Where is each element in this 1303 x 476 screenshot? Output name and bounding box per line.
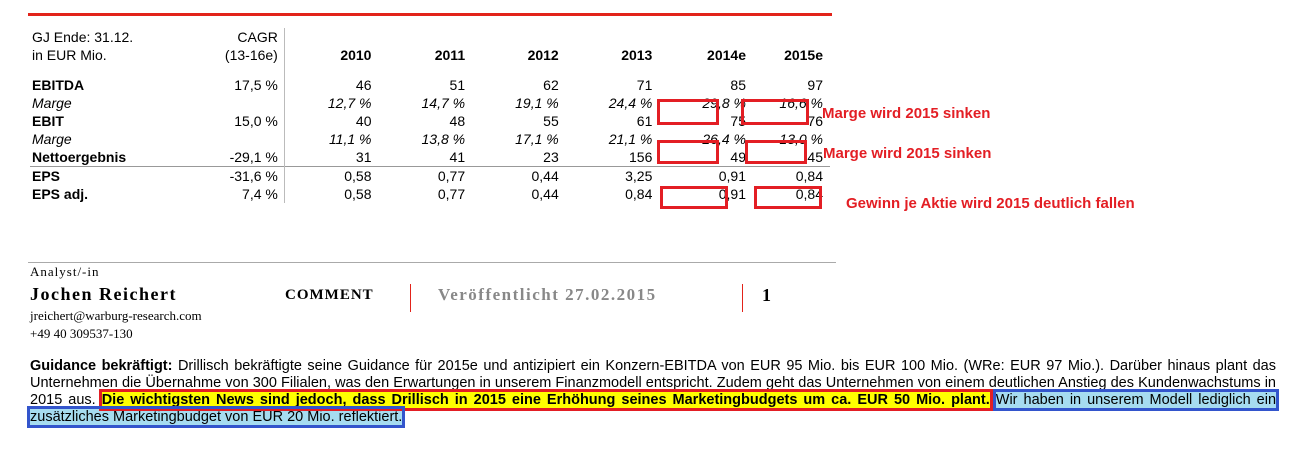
paragraph-lead: Guidance bekräftigt: (30, 358, 173, 374)
value-cell: 40 (355, 113, 372, 129)
value-cell: 11,1 % (328, 131, 372, 147)
value-cell: 13,8 % (421, 131, 466, 147)
value-cell: 97 (807, 77, 823, 93)
value-cell: 41 (449, 149, 466, 165)
table-row: EBIT 15,0 % 40 48 55 61 75 76 (30, 112, 830, 130)
value-cell: 0,44 (472, 166, 566, 185)
annotation-box-eps-2015 (754, 186, 822, 209)
annotation-box-ebit-marge-2015 (745, 140, 807, 164)
row-label: EBITDA (32, 77, 85, 93)
divider (410, 284, 411, 312)
header-label-fiscal-year: GJ Ende: 31.12. (32, 29, 134, 45)
page-number: 1 (762, 285, 771, 305)
financials-table: GJ Ende: 31.12. CAGR in EUR Mio. (13-16e… (30, 28, 830, 203)
value-cell: 55 (543, 113, 559, 129)
value-cell: 51 (449, 77, 466, 93)
value-cell: 17,1 % (515, 131, 559, 147)
year-header: 2014e (707, 47, 746, 63)
cagr-cell (187, 130, 285, 148)
value-cell: 24,4 % (608, 95, 653, 111)
value-cell: 13,0 % (779, 131, 823, 147)
cagr-cell: 17,5 % (187, 76, 285, 94)
year-header: 2013 (621, 47, 653, 63)
year-header: 2011 (434, 47, 466, 63)
annotation-note: Marge wird 2015 sinken (822, 105, 991, 122)
table-row: Marge 11,1 % 13,8 % 17,1 % 21,1 % 26,4 %… (30, 130, 830, 148)
year-header: 2015e (784, 47, 823, 63)
value-cell: 49 (730, 149, 746, 165)
table-row: Nettoergebnis -29,1 % 31 41 23 156 49 45 (30, 148, 830, 167)
value-cell: 21,1 % (608, 131, 653, 147)
value-cell: 76 (807, 113, 823, 129)
top-rule (28, 13, 832, 16)
annotation-box-eps-2014 (660, 186, 728, 209)
table-row: EPS -31,6 % 0,58 0,77 0,44 3,25 0,91 0,8… (30, 166, 830, 185)
value-cell: 71 (636, 77, 653, 93)
value-cell: 3,25 (565, 166, 660, 185)
analyst-email: jreichert@warburg-research.com (30, 308, 202, 323)
year-header: 2010 (340, 47, 372, 63)
cagr-cell (187, 94, 285, 112)
highlight-yellow: Die wichtigsten News sind jedoch, dass D… (98, 389, 993, 411)
paragraph-text: Drillisch bekräftigte seine Guidance für… (30, 358, 1276, 408)
value-cell: 0,91 (659, 166, 753, 185)
row-label: EPS (30, 166, 188, 185)
value-cell: 0,77 (378, 166, 473, 185)
value-cell: 26,4 % (702, 131, 746, 147)
value-cell: 156 (629, 149, 653, 165)
value-cell: 23 (543, 149, 559, 165)
value-cell: 0,58 (284, 166, 379, 185)
header-cagr: CAGR (187, 28, 285, 46)
row-label: Nettoergebnis (32, 149, 127, 165)
annotation-box-marge-2015 (741, 99, 809, 125)
header-cagr-period: (13-16e) (187, 46, 285, 64)
row-label: EPS adj. (32, 186, 89, 202)
value-cell: 0,84 (795, 186, 823, 202)
header-label-unit: in EUR Mio. (32, 47, 107, 63)
analyst-label: Analyst/-in (30, 264, 100, 279)
value-cell: 45 (807, 149, 823, 165)
table-row: EPS adj. 7,4 % 0,58 0,77 0,44 0,84 0,91 … (30, 185, 830, 203)
value-cell: 61 (636, 113, 653, 129)
divider (742, 284, 743, 312)
annotation-note: Marge wird 2015 sinken (823, 145, 992, 162)
row-label: Marge (32, 131, 72, 147)
annotation-box-ebit-marge-2014 (657, 140, 719, 164)
value-cell: 85 (730, 77, 746, 93)
row-label: Marge (32, 95, 72, 111)
value-cell: 0,84 (752, 166, 830, 185)
analyst-name: Jochen Reichert (30, 284, 177, 304)
value-cell: 0,84 (625, 186, 653, 202)
annotation-box-marge-2014 (657, 99, 719, 125)
cagr-cell: -31,6 % (187, 166, 285, 185)
value-cell: 48 (449, 113, 466, 129)
annotation-note: Gewinn je Aktie wird 2015 deutlich falle… (846, 195, 1135, 212)
table-row: EBITDA 17,5 % 46 51 62 71 85 97 (30, 76, 830, 94)
guidance-paragraph: Guidance bekräftigt: Drillisch bekräftig… (26, 358, 1280, 428)
cagr-cell: 7,4 % (187, 185, 285, 203)
cagr-cell: -29,1 % (187, 148, 285, 167)
value-cell: 0,58 (344, 186, 372, 202)
table-header-row-1: GJ Ende: 31.12. CAGR (30, 28, 830, 46)
published-date: Veröffentlicht 27.02.2015 (438, 285, 657, 304)
value-cell: 19,1 % (515, 95, 559, 111)
comment-label: COMMENT (285, 287, 374, 303)
value-cell: 0,44 (531, 186, 559, 202)
value-cell: 62 (543, 77, 559, 93)
value-cell: 12,7 % (327, 95, 372, 111)
value-cell: 31 (355, 149, 372, 165)
value-cell: 46 (355, 77, 372, 93)
row-label: EBIT (32, 113, 64, 129)
year-header: 2012 (527, 47, 559, 63)
table-bottom-rule (28, 262, 836, 263)
analyst-phone: +49 40 309537-130 (30, 326, 133, 341)
value-cell: 0,77 (437, 186, 466, 202)
value-cell: 14,7 % (421, 95, 466, 111)
cagr-cell: 15,0 % (187, 112, 285, 130)
table-header-row-2: in EUR Mio. (13-16e) 2010 2011 2012 2013… (30, 46, 830, 64)
